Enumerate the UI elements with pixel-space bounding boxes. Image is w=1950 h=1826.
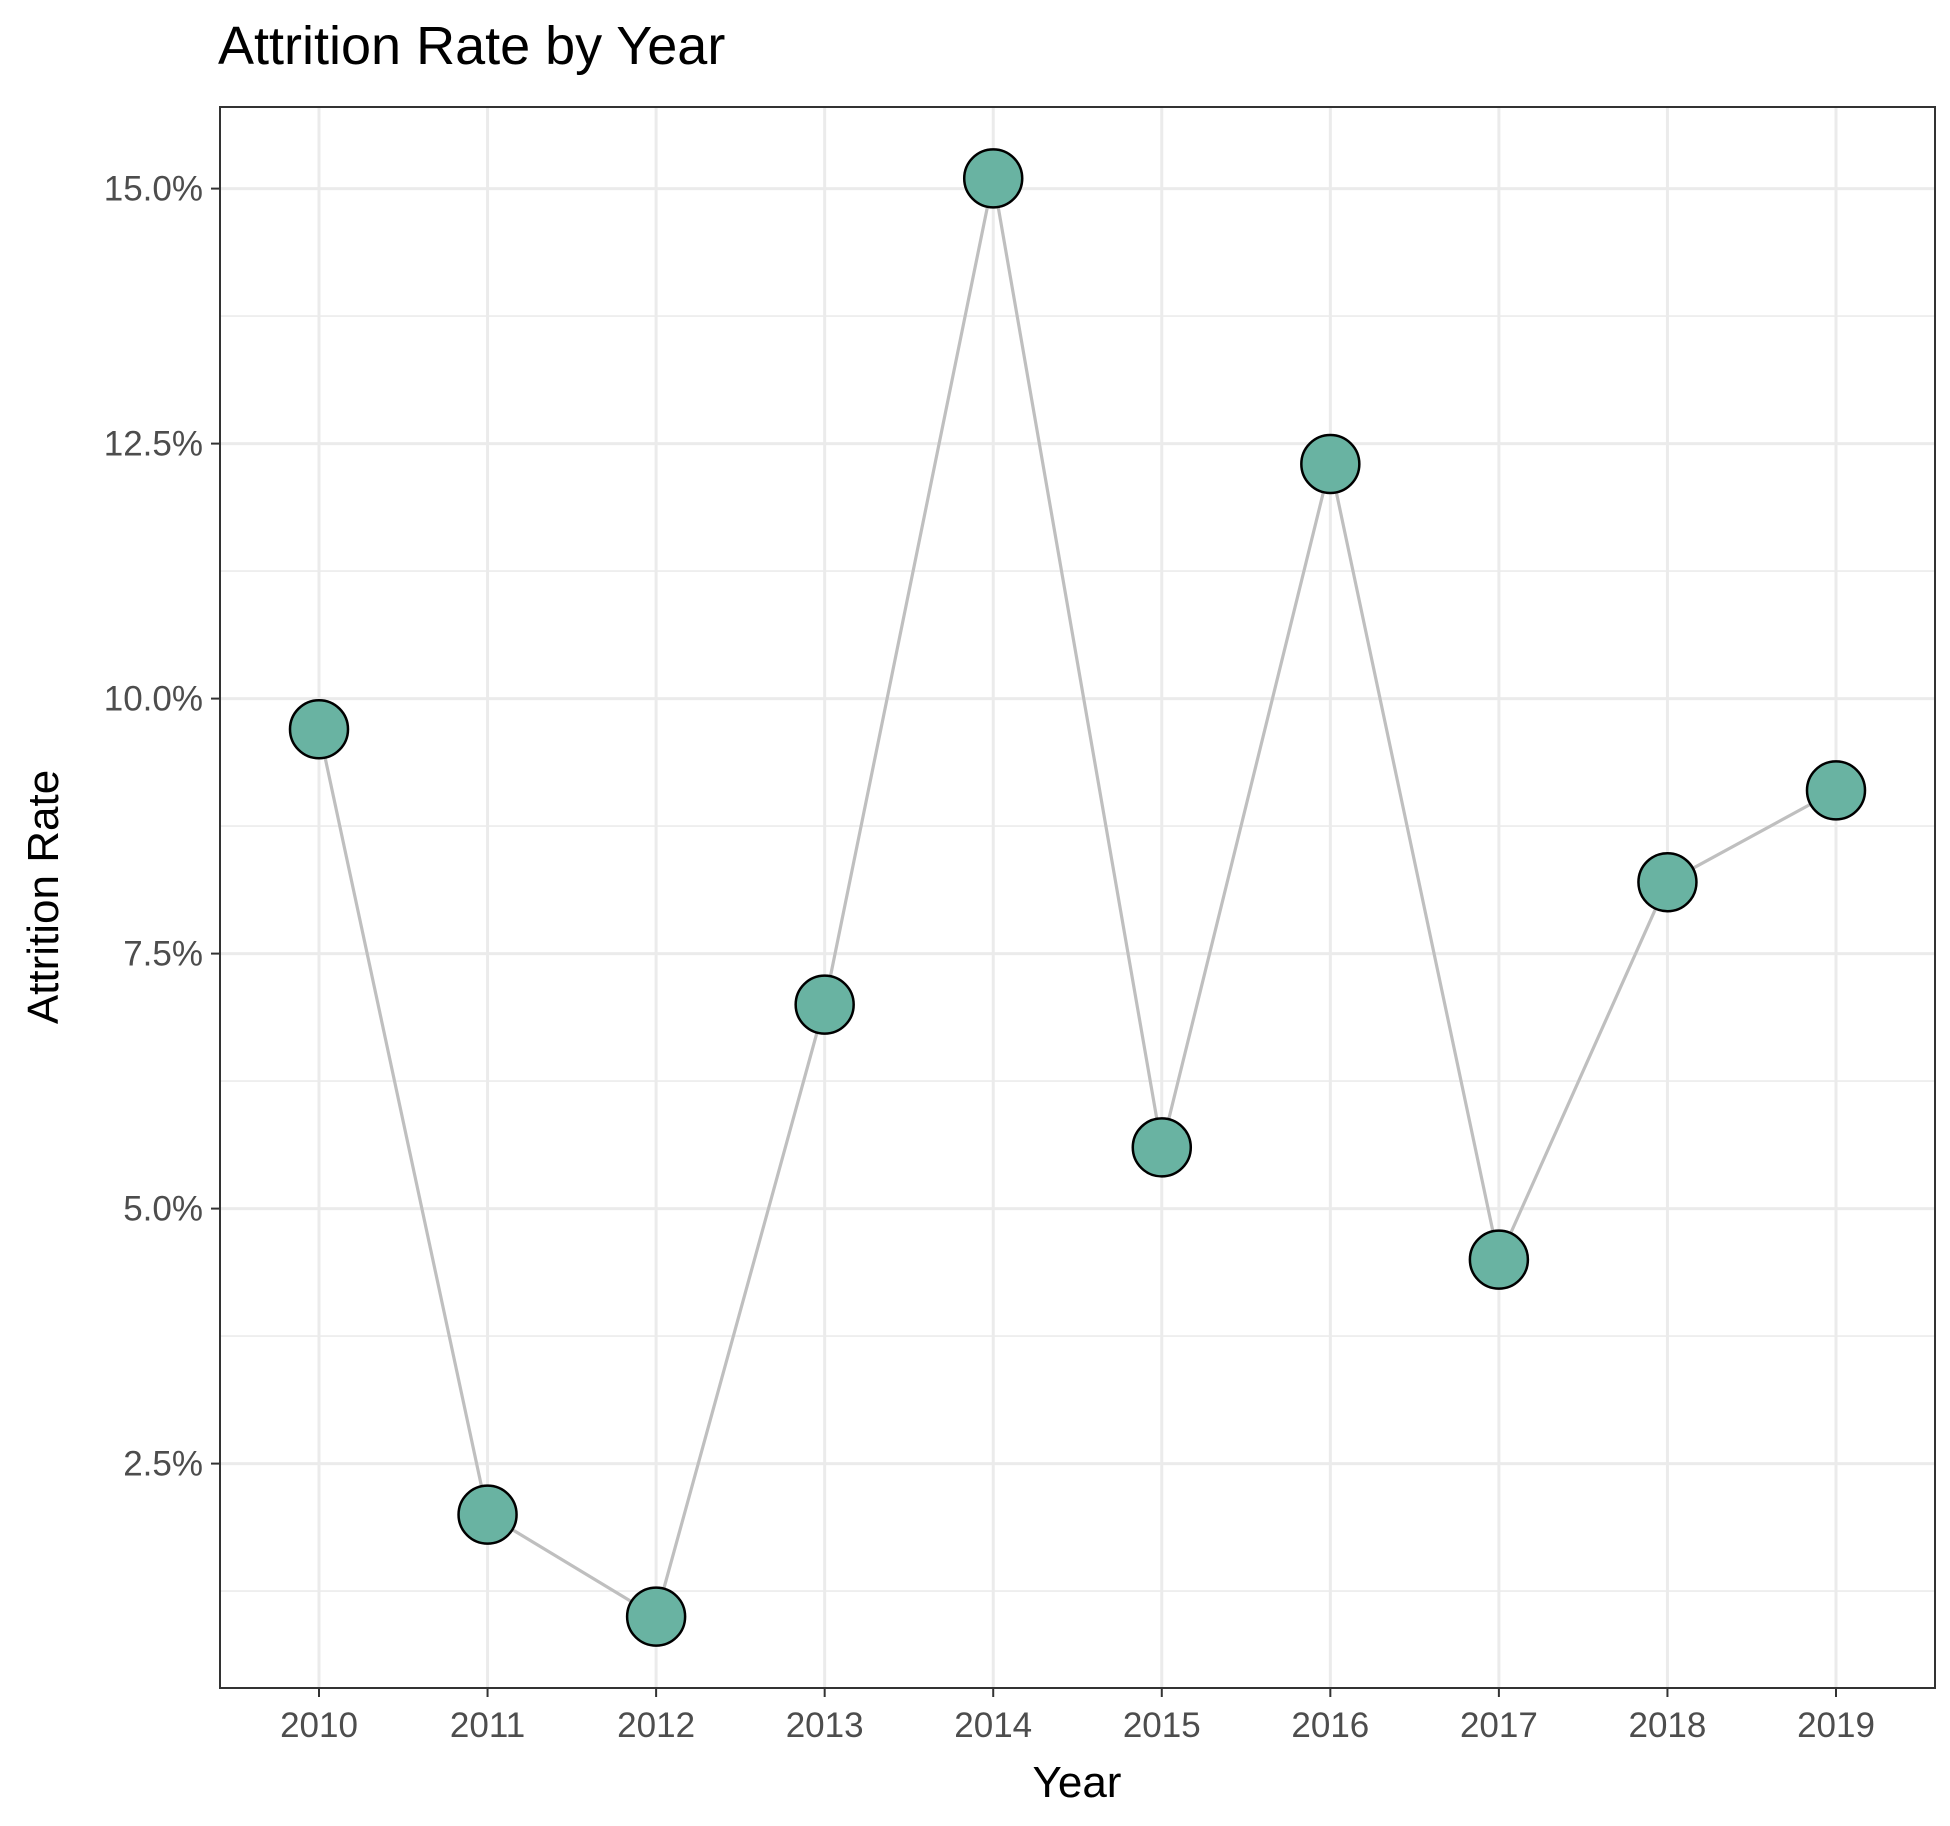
y-tick-label: 2.5% [123,1445,203,1484]
y-tick-label: 12.5% [104,425,203,464]
x-tick-label: 2013 [786,1706,864,1745]
x-tick-label: 2017 [1460,1706,1538,1745]
data-point-2016 [1300,433,1361,495]
x-tick-label: 2014 [954,1706,1032,1745]
data-point-2018 [1637,851,1698,913]
series-line [317,178,1837,1620]
y-axis-title: Attrition Rate [19,770,68,1024]
y-tick-label: 15.0% [104,170,203,209]
series-points [288,148,1867,1647]
x-tick-label: 2010 [280,1706,358,1745]
data-point-2011 [457,1484,518,1545]
x-tick-label: 2019 [1797,1706,1875,1745]
y-tick-label: 5.0% [123,1190,203,1229]
x-tick-label: 2012 [617,1706,695,1745]
x-tick-label: 2018 [1629,1706,1707,1745]
series-polyline [317,178,1837,1620]
data-point-2014 [962,148,1024,209]
data-point-2015 [1131,1117,1193,1178]
data-point-2017 [1468,1229,1530,1290]
data-point-2013 [794,974,855,1035]
x-axis: 2010 2011 2012 2013 2014 2015 2016 2017 2018 2019 [280,1688,1875,1745]
x-axis-title: Year [1033,1758,1122,1807]
x-tick-label: 2016 [1291,1706,1369,1745]
x-tick-label: 2011 [450,1706,525,1745]
y-axis: 2.5% 5.0% 7.5% 10.0% 12.5% 15.0% [104,170,220,1484]
x-tick-label: 2015 [1123,1706,1201,1745]
data-point-2012 [625,1586,687,1647]
panel-border [219,106,1936,1689]
grid-minor-lines [220,315,1935,1592]
y-tick-label: 10.0% [104,680,203,719]
chart-title: Attrition Rate by Year [218,16,725,76]
y-tick-label: 7.5% [123,935,203,974]
data-point-2019 [1805,760,1867,821]
data-point-2010 [288,698,350,760]
plot-panel [219,106,1936,1689]
grid-major-lines [220,107,1935,1688]
